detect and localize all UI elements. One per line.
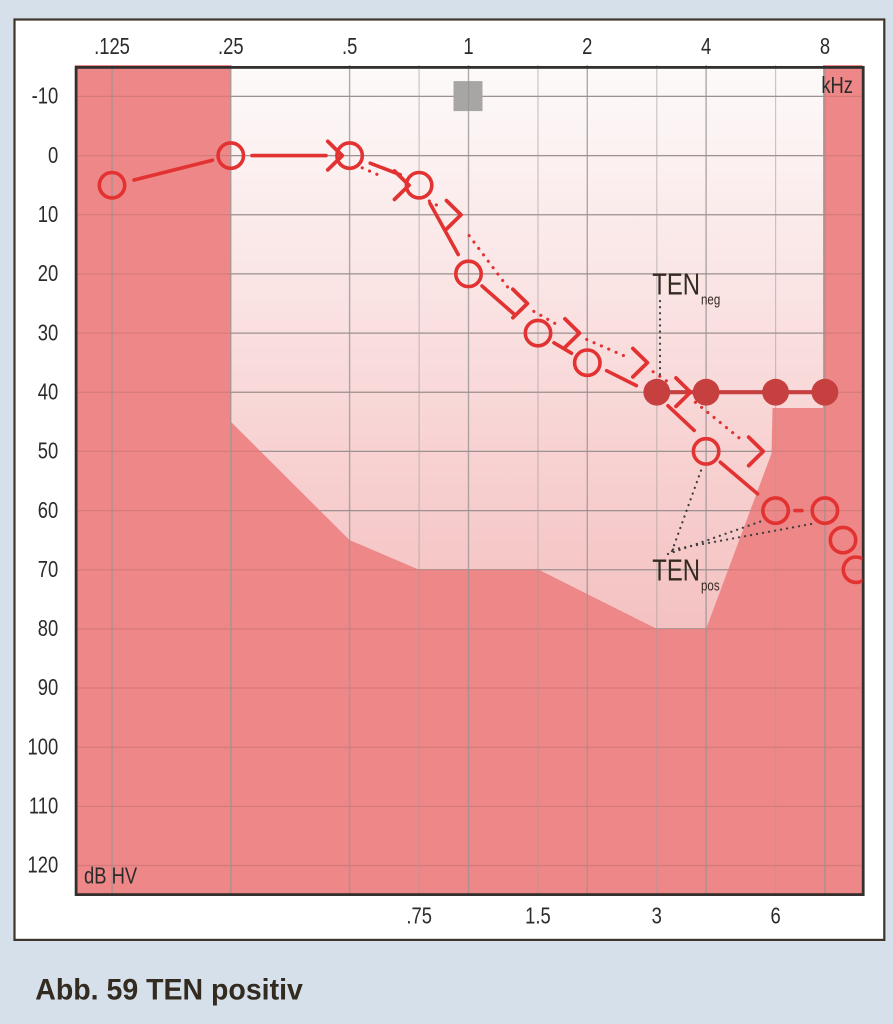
svg-text:20: 20 (38, 261, 58, 286)
svg-text:110: 110 (29, 794, 58, 819)
svg-text:30: 30 (38, 320, 58, 345)
svg-text:3: 3 (652, 904, 662, 929)
svg-text:pos: pos (701, 577, 720, 594)
svg-text:0: 0 (48, 143, 58, 168)
svg-text:Abb. 59 TEN positiv: Abb. 59 TEN positiv (35, 974, 303, 1007)
svg-text:70: 70 (38, 557, 58, 582)
svg-text:80: 80 (38, 616, 58, 641)
svg-text:10: 10 (38, 202, 58, 227)
svg-text:-10: -10 (32, 84, 59, 109)
svg-text:6: 6 (770, 904, 780, 929)
svg-text:8: 8 (820, 34, 830, 59)
svg-text:1.5: 1.5 (525, 904, 551, 929)
svg-text:neg: neg (701, 291, 720, 308)
svg-text:100: 100 (28, 735, 59, 760)
svg-text:TEN: TEN (652, 267, 700, 302)
svg-text:1: 1 (463, 34, 473, 59)
svg-text:kHz: kHz (821, 73, 853, 98)
svg-text:4: 4 (701, 34, 711, 59)
svg-text:2: 2 (582, 34, 592, 59)
svg-text:60: 60 (38, 498, 58, 523)
svg-text:dB HV: dB HV (84, 863, 137, 888)
svg-text:50: 50 (38, 439, 58, 464)
svg-text:120: 120 (28, 853, 59, 878)
svg-text:TEN: TEN (652, 552, 700, 587)
svg-text:90: 90 (38, 675, 58, 700)
svg-text:.25: .25 (218, 34, 244, 59)
svg-text:.75: .75 (406, 904, 432, 929)
svg-text:40: 40 (38, 380, 58, 405)
svg-text:.5: .5 (342, 34, 357, 59)
svg-text:.125: .125 (94, 34, 130, 59)
